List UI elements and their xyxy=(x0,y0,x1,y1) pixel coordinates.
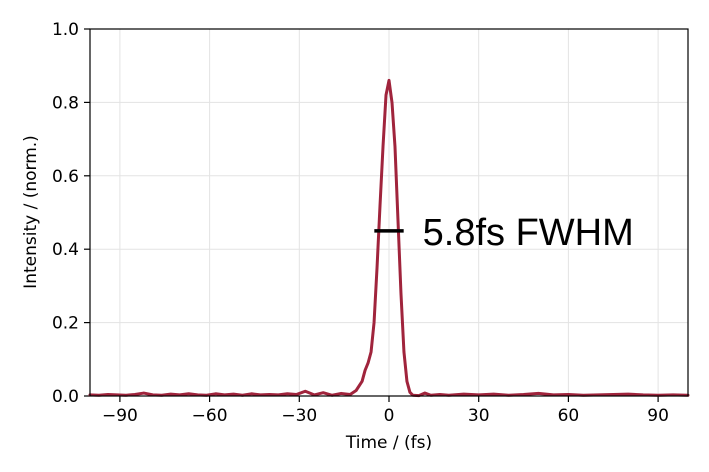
y-tick-label: 0.0 xyxy=(52,387,79,407)
x-tick-label: 90 xyxy=(647,406,669,426)
fwhm-annotation: 5.8fs FWHM xyxy=(423,212,634,254)
x-tick-label: −30 xyxy=(281,406,317,426)
x-tick-label: −90 xyxy=(102,406,138,426)
y-tick-label: 0.6 xyxy=(52,167,79,187)
y-tick-label: 0.4 xyxy=(52,240,79,260)
y-tick-label: 1.0 xyxy=(52,20,79,40)
ticks: −90 −60 −30 0 30 60 90 0.0 0.2 0.4 0.6 0.8 1.0 xyxy=(52,20,669,426)
intensity-series-line xyxy=(88,78,690,398)
x-axis-label: Time / (fs) xyxy=(345,433,432,453)
y-axis-label: Intensity / (norm.) xyxy=(21,135,41,289)
x-tick-label: −60 xyxy=(192,406,228,426)
y-tick-label: 0.2 xyxy=(52,314,79,334)
y-tick-label: 0.8 xyxy=(52,93,79,113)
x-tick-label: 60 xyxy=(558,406,580,426)
annotations: 5.8fs FWHM xyxy=(374,212,634,254)
series xyxy=(88,78,690,398)
plot-frame xyxy=(89,28,689,397)
x-tick-label: 30 xyxy=(468,406,490,426)
x-tick-label: 0 xyxy=(384,406,395,426)
